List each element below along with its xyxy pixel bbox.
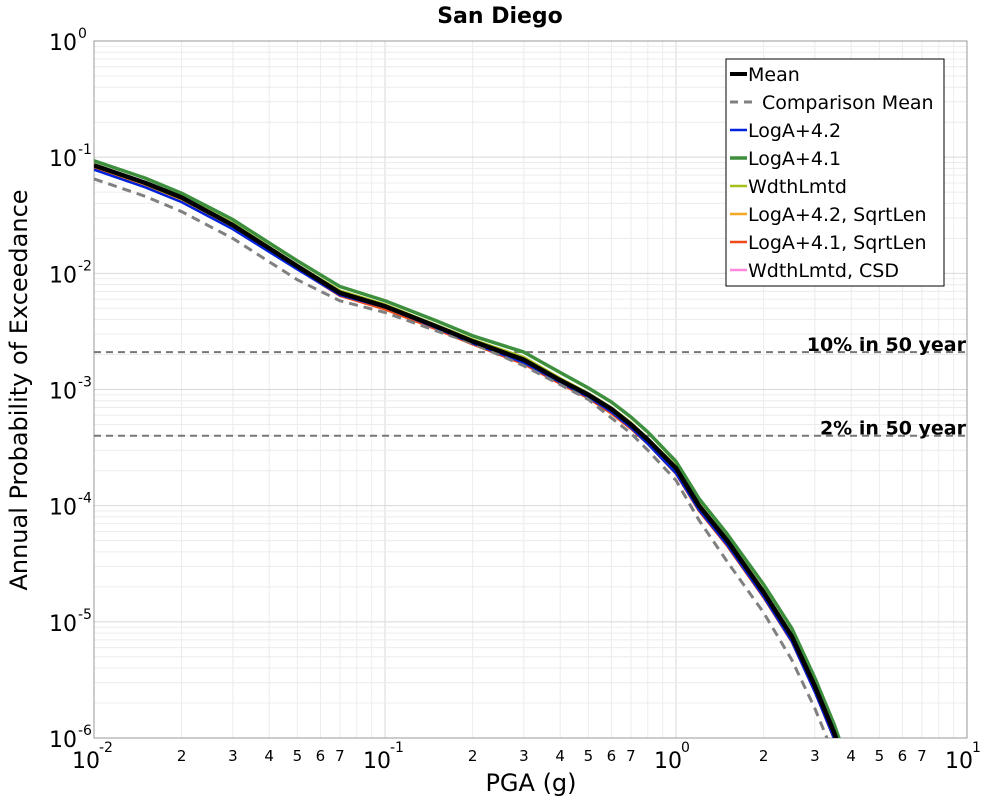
y-major-tick-base: 10: [49, 380, 77, 405]
y-major-tick-exponent: -4: [78, 491, 92, 507]
series-line-0: [94, 163, 839, 738]
legend-label: Mean: [748, 64, 800, 86]
x-minor-tick-label: 6: [898, 747, 908, 765]
legend-entry: LogA+4.2: [730, 120, 841, 142]
y-major-tick-exponent: 0: [78, 26, 87, 42]
x-minor-tick-label: 7: [917, 747, 927, 765]
reference-lines: 10% in 50 year 2% in 50 year: [94, 334, 967, 440]
legend-entry: WdthLmtd: [730, 176, 847, 198]
x-major-tick: 101: [945, 740, 981, 774]
x-major-tick: 100: [654, 740, 690, 774]
y-major-tick-base: 10: [49, 728, 77, 753]
x-major-tick-exponent: -2: [99, 740, 113, 756]
legend-entry: Comparison Mean: [730, 92, 934, 114]
y-major-tick-exponent: -6: [78, 723, 92, 739]
x-axis-label: PGA (g): [485, 769, 576, 797]
legend-entry: LogA+4.1: [730, 148, 841, 170]
y-major-tick: 10 0: [49, 26, 87, 56]
x-minor-tick-label: 4: [555, 747, 565, 765]
series-lines: [94, 159, 841, 738]
x-minor-tick-label: 2: [468, 747, 478, 765]
x-minor-tick-label: 7: [335, 747, 345, 765]
y-major-tick: 10 -5: [49, 607, 92, 637]
legend-box: [725, 58, 945, 287]
x-major-tick-base: 10: [654, 749, 682, 774]
x-minor-tick-label: 6: [607, 747, 617, 765]
legend-label: LogA+4.1, SqrtLen: [748, 232, 927, 254]
y-major-tick-base: 10: [49, 31, 77, 56]
series-line-1: [94, 177, 829, 738]
y-major-tick-base: 10: [49, 612, 77, 637]
x-minor-tick-label: 5: [875, 747, 885, 765]
x-minor-tick-label: 2: [759, 747, 769, 765]
x-major-tick-exponent: -1: [390, 740, 404, 756]
reference-line-label: 2% in 50 year: [820, 418, 967, 440]
y-major-tick-exponent: -1: [78, 142, 92, 158]
series-line-3: [94, 159, 841, 738]
legend-entry: Mean: [730, 64, 800, 86]
y-major-tick-base: 10: [49, 263, 77, 288]
legend-label: WdthLmtd: [748, 176, 847, 198]
x-minor-tick-label: 2: [177, 747, 187, 765]
chart-title: San Diego: [437, 4, 563, 29]
x-major-tick-exponent: 0: [681, 740, 690, 756]
x-minor-tick-label: 3: [519, 747, 529, 765]
x-major-tick: 10-2: [72, 740, 113, 774]
x-major-tick-base: 10: [363, 749, 391, 774]
x-minor-tick-label: 3: [228, 747, 238, 765]
x-minor-tick-label: 4: [846, 747, 856, 765]
x-major-tick: 10-1: [363, 740, 404, 774]
y-major-tick-exponent: -2: [78, 258, 92, 274]
y-major-tick-exponent: -5: [78, 607, 92, 623]
y-major-tick: 10 -2: [49, 258, 92, 288]
y-major-tick: 10 -3: [49, 375, 92, 405]
x-minor-tick-label: 7: [626, 747, 636, 765]
x-major-tick-base: 10: [945, 749, 973, 774]
legend-label: LogA+4.2: [748, 120, 841, 142]
legend-label: LogA+4.1: [748, 148, 841, 170]
x-minor-tick-label: 3: [810, 747, 820, 765]
legend: Mean Comparison Mean LogA+4.2 LogA+4.1 WdthL…: [725, 58, 945, 287]
x-major-tick-exponent: 1: [972, 740, 981, 756]
x-major-tick-base: 10: [72, 749, 100, 774]
y-major-tick: 10 -6: [49, 723, 92, 753]
y-major-tick-base: 10: [49, 147, 77, 172]
plot-area: [93, 40, 968, 739]
legend-label: Comparison Mean: [762, 92, 934, 114]
reference-line-label: 10% in 50 year: [807, 334, 967, 356]
x-minor-tick-label: 4: [264, 747, 274, 765]
y-axis-label: Annual Probability of Exceedance: [5, 189, 33, 590]
y-major-tick-exponent: -3: [78, 375, 92, 391]
y-major-tick: 10 -1: [49, 142, 92, 172]
x-minor-tick-label: 5: [584, 747, 594, 765]
y-major-tick: 10 -4: [49, 491, 92, 521]
y-major-tick-base: 10: [49, 496, 77, 521]
legend-label: LogA+4.2, SqrtLen: [748, 204, 927, 226]
legend-entry: LogA+4.2, SqrtLen: [730, 204, 927, 226]
x-minor-tick-label: 6: [316, 747, 326, 765]
legend-entry: LogA+4.1, SqrtLen: [730, 232, 927, 254]
legend-label: WdthLmtd, CSD: [748, 260, 899, 282]
x-minor-tick-label: 5: [293, 747, 303, 765]
legend-entry: WdthLmtd, CSD: [730, 260, 899, 282]
